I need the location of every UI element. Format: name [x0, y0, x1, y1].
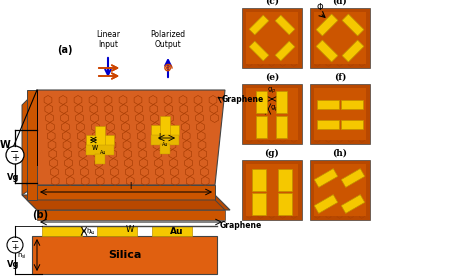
Text: W: W — [0, 140, 10, 150]
Polygon shape — [314, 195, 338, 213]
Text: (f): (f) — [334, 73, 346, 82]
Text: g$_p$: g$_p$ — [270, 104, 279, 114]
Polygon shape — [151, 125, 179, 135]
Polygon shape — [27, 90, 37, 200]
Polygon shape — [27, 185, 215, 200]
Bar — [310, 84, 370, 144]
Polygon shape — [342, 40, 364, 62]
Polygon shape — [252, 169, 266, 191]
Polygon shape — [316, 40, 338, 62]
Polygon shape — [275, 41, 295, 61]
Text: Au: Au — [100, 150, 107, 155]
Text: l: l — [158, 133, 160, 142]
Text: (e): (e) — [265, 73, 279, 82]
Polygon shape — [341, 195, 365, 213]
Polygon shape — [316, 14, 338, 36]
Polygon shape — [160, 116, 170, 144]
Text: (h): (h) — [332, 149, 347, 158]
Text: (g): (g) — [264, 149, 279, 158]
Polygon shape — [341, 99, 363, 109]
Text: Φ: Φ — [317, 3, 323, 12]
Bar — [314, 164, 366, 216]
Polygon shape — [275, 15, 295, 35]
Text: +: + — [11, 153, 19, 163]
Polygon shape — [151, 135, 179, 145]
Text: si: si — [22, 253, 26, 258]
Text: Linear
Input: Linear Input — [96, 30, 120, 49]
Bar — [152, 226, 192, 236]
Polygon shape — [160, 144, 170, 154]
Bar — [310, 8, 370, 68]
Polygon shape — [341, 120, 363, 129]
Text: Au: Au — [89, 230, 95, 235]
Text: Au: Au — [170, 227, 184, 235]
Text: Graphene: Graphene — [220, 221, 262, 230]
Polygon shape — [276, 116, 288, 138]
Bar — [97, 226, 137, 236]
Text: l: l — [129, 182, 131, 191]
Text: (b): (b) — [32, 210, 48, 220]
Text: g$_p$: g$_p$ — [267, 85, 277, 96]
Polygon shape — [314, 169, 338, 187]
Polygon shape — [276, 91, 288, 113]
Polygon shape — [317, 99, 339, 109]
Bar — [246, 88, 298, 140]
Bar — [246, 12, 298, 64]
Polygon shape — [317, 120, 339, 129]
Text: Silica: Silica — [108, 250, 141, 260]
Polygon shape — [22, 90, 37, 195]
Text: −: − — [10, 147, 20, 157]
Text: (c): (c) — [265, 0, 279, 6]
Polygon shape — [22, 195, 230, 210]
Bar — [242, 84, 302, 144]
Text: +: + — [11, 244, 19, 253]
Text: w: w — [92, 143, 98, 153]
Bar — [242, 160, 302, 220]
Polygon shape — [95, 126, 105, 154]
Polygon shape — [86, 145, 114, 155]
Text: Vg: Vg — [7, 173, 19, 182]
Polygon shape — [252, 193, 266, 215]
Polygon shape — [37, 210, 225, 220]
Text: −: − — [11, 237, 19, 247]
Polygon shape — [249, 41, 269, 61]
Polygon shape — [256, 91, 267, 113]
Polygon shape — [86, 135, 114, 145]
Text: Polarized
Output: Polarized Output — [150, 30, 185, 49]
Polygon shape — [27, 90, 225, 185]
Polygon shape — [341, 169, 365, 187]
Polygon shape — [27, 200, 225, 210]
Bar — [32, 236, 217, 274]
Circle shape — [7, 237, 23, 253]
Polygon shape — [278, 193, 292, 215]
Polygon shape — [278, 169, 292, 191]
Circle shape — [6, 146, 24, 164]
Text: W: W — [126, 225, 134, 234]
Bar — [242, 8, 302, 68]
Polygon shape — [342, 14, 364, 36]
Bar — [310, 160, 370, 220]
Text: (d): (d) — [333, 0, 347, 6]
Polygon shape — [95, 154, 105, 164]
Bar — [314, 88, 366, 140]
Text: (a): (a) — [57, 45, 73, 55]
Text: Au: Au — [162, 142, 168, 147]
Text: Graphene: Graphene — [222, 95, 264, 104]
Bar — [246, 164, 298, 216]
Text: Vg: Vg — [7, 260, 19, 269]
Polygon shape — [256, 116, 267, 138]
Bar — [314, 12, 366, 64]
Bar — [42, 226, 82, 236]
Text: h: h — [18, 252, 22, 258]
Text: h: h — [86, 228, 91, 234]
Polygon shape — [249, 15, 269, 35]
